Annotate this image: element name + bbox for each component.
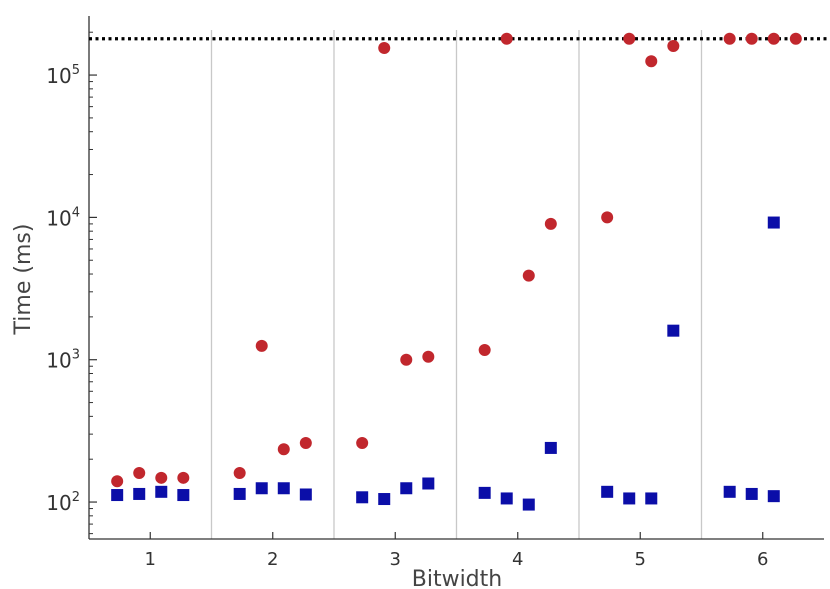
square-point: [133, 487, 146, 500]
square-point: [767, 216, 780, 229]
x-tick-label: 2: [267, 549, 278, 570]
square-point: [277, 482, 290, 495]
circle-point: [478, 344, 491, 357]
x-tick-label: 6: [757, 549, 768, 570]
square-point: [111, 489, 124, 502]
square-point: [177, 489, 190, 502]
circle-point: [767, 32, 780, 45]
square-point: [155, 485, 168, 498]
square-point: [422, 477, 435, 490]
circle-point: [601, 211, 614, 224]
x-ticks: 1 2 3 4 5 6: [145, 532, 768, 570]
square-point: [378, 493, 391, 506]
square-point: [645, 492, 658, 505]
square-point: [667, 324, 680, 337]
circle-point: [400, 353, 413, 366]
circle-point: [255, 339, 268, 352]
x-tick-label: 4: [512, 549, 523, 570]
circle-point: [522, 269, 535, 282]
square-point: [601, 485, 614, 498]
x-axis-label: Bitwidth: [412, 567, 502, 589]
square-point: [233, 487, 246, 500]
square-point: [723, 485, 736, 498]
square-point: [623, 492, 636, 505]
square-point: [745, 487, 758, 500]
data-marks: [111, 32, 802, 511]
circle-point: [645, 55, 658, 68]
circle-point: [723, 32, 736, 45]
y-ticks: 102 103 104 105: [46, 31, 97, 535]
x-tick-label: 5: [635, 549, 646, 570]
x-tick-label: 3: [390, 549, 401, 570]
circle-point: [356, 436, 369, 449]
square-point: [500, 492, 513, 505]
circle-point: [789, 32, 802, 45]
circle-point: [544, 217, 557, 230]
y-tick-label: 105: [46, 63, 80, 88]
square-point: [255, 482, 268, 495]
x-tick-label: 1: [145, 549, 156, 570]
square-point: [478, 486, 491, 499]
y-tick-label: 102: [46, 490, 80, 515]
circle-point: [111, 475, 124, 488]
circle-point: [422, 350, 435, 363]
circle-point: [667, 40, 680, 53]
square-point: [767, 490, 780, 503]
y-tick-label: 103: [46, 348, 80, 373]
circle-point: [745, 32, 758, 45]
square-point: [544, 441, 557, 454]
category-separators: [210, 30, 703, 539]
y-tick-label: 104: [46, 205, 80, 230]
circle-point: [177, 471, 190, 484]
square-point: [400, 482, 413, 495]
square-point: [522, 498, 535, 511]
circle-point: [133, 466, 146, 479]
circle-point: [299, 436, 312, 449]
circle-point: [623, 32, 636, 45]
circle-point: [155, 471, 168, 484]
axes: [88, 16, 824, 540]
circle-point: [500, 32, 513, 45]
square-point: [299, 488, 312, 501]
circle-point: [233, 466, 246, 479]
circle-point: [378, 41, 391, 54]
circle-point: [277, 443, 290, 456]
square-point: [356, 491, 369, 504]
y-axis-label: Time (ms): [11, 224, 36, 336]
